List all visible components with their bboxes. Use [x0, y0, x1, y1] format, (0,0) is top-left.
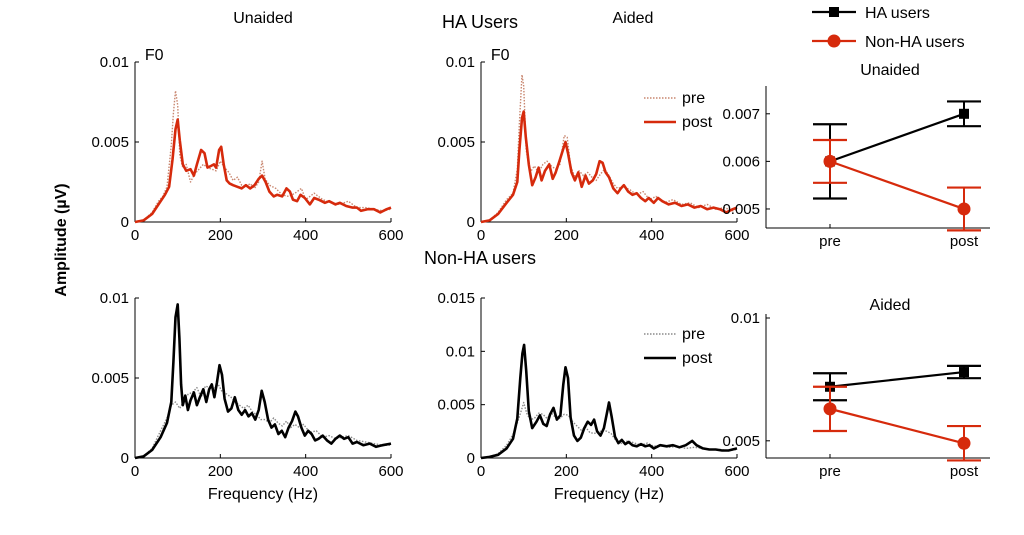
y-tick-label: 0: [467, 450, 475, 467]
group-title-non-ha: Non-HA users: [424, 248, 536, 268]
y-tick-label: 0.005: [437, 397, 475, 414]
x-tick-label: 600: [724, 227, 749, 244]
summary-legend: HA users Non-HA users: [812, 5, 965, 51]
series-line-pre: [480, 401, 738, 459]
x-tick-label: 600: [724, 463, 749, 480]
unaided-summary-panel: Unaided pre post 0.005 0.006 0.007: [722, 62, 990, 250]
data-point-Non-HA users: [823, 154, 837, 168]
bottom-unaided-panel: 0 200 400 600 0 0.005 0.01 Frequency (Hz): [91, 290, 403, 503]
series-line-pre: [134, 383, 391, 459]
series-line-HA users: [829, 112, 965, 163]
y-tick-label: 0.01: [100, 54, 129, 71]
data-point-Non-HA users: [957, 436, 971, 450]
x-tick-label: 0: [477, 227, 485, 244]
x-tick-label: 200: [208, 227, 233, 244]
y-tick-label: 0.005: [722, 433, 760, 450]
data-point-HA users: [959, 108, 969, 119]
legend-label: HA users: [865, 5, 930, 22]
data-point-Non-HA users: [957, 202, 971, 216]
series-line-pre: [480, 74, 738, 223]
x-tick-label: 400: [639, 227, 664, 244]
bottom-aided-panel: 0 200 400 600 0 0.005 0.01 0.015 Frequency (Hz) p…: [437, 290, 749, 503]
legend-marker-HA users: [829, 7, 839, 17]
y-tick-label: 0.007: [722, 106, 760, 123]
x-tick-label: 0: [131, 227, 139, 244]
f0-annotation: F0: [145, 47, 164, 64]
column-title-aided: Aided: [613, 10, 654, 27]
series-line-post: [480, 110, 738, 224]
y-tick-label: 0.01: [446, 54, 475, 71]
series-line-HA users: [829, 370, 965, 388]
y-tick-label: 0.015: [437, 290, 475, 307]
group-title-ha: HA Users: [442, 12, 518, 32]
series-line-pre: [134, 90, 392, 223]
series-line-post: [134, 118, 392, 224]
x-axis-label: Frequency (Hz): [208, 486, 318, 503]
y-tick-label: 0.005: [91, 370, 129, 387]
x-tick-label: post: [950, 463, 979, 480]
x-tick-label: 0: [131, 463, 139, 480]
legend-label-pre: pre: [682, 90, 705, 107]
x-tick-label: 400: [293, 463, 318, 480]
x-tick-label: 400: [639, 463, 664, 480]
series-line-Non-HA users: [829, 407, 965, 445]
y-tick-label: 0.01: [446, 343, 475, 360]
x-tick-label: 200: [208, 463, 233, 480]
summary-title: Unaided: [860, 62, 920, 79]
summary-title: Aided: [870, 297, 911, 314]
y-tick-label: 0.01: [100, 290, 129, 307]
top-unaided-panel: 0 200 400 600 0 0.005 0.01 F0: [91, 47, 403, 244]
data-point-HA users: [959, 367, 969, 378]
y-tick-label: 0.005: [91, 134, 129, 151]
x-tick-label: 600: [378, 463, 403, 480]
y-tick-label: 0: [467, 214, 475, 231]
top-aided-panel: 0 200 400 600 0 0.005 0.01 F0 pre post: [437, 47, 749, 244]
y-tick-label: 0.006: [722, 153, 760, 170]
x-tick-label: post: [950, 233, 979, 250]
data-point-Non-HA users: [823, 402, 837, 416]
legend-marker-Non-HA users: [827, 34, 841, 48]
y-axis-label: Amplitude (µV): [53, 183, 70, 296]
series-line-Non-HA users: [829, 160, 965, 211]
series-line-post: [134, 303, 392, 460]
legend-label-post: post: [682, 350, 713, 367]
x-tick-label: pre: [819, 233, 841, 250]
x-tick-label: pre: [819, 463, 841, 480]
f0-annotation: F0: [491, 47, 510, 64]
y-tick-label: 0: [121, 214, 129, 231]
x-tick-label: 0: [477, 463, 485, 480]
x-tick-label: 600: [378, 227, 403, 244]
y-tick-label: 0.005: [722, 201, 760, 218]
legend-label-post: post: [682, 114, 713, 131]
x-tick-label: 200: [554, 227, 579, 244]
x-tick-label: 200: [554, 463, 579, 480]
y-tick-label: 0.005: [437, 134, 475, 151]
x-axis-label: Frequency (Hz): [554, 486, 664, 503]
series-line-post: [480, 343, 738, 460]
y-tick-label: 0: [121, 450, 129, 467]
aided-summary-panel: Aided pre post 0.005 0.01: [722, 297, 990, 480]
legend-label: Non-HA users: [865, 34, 965, 51]
x-tick-label: 400: [293, 227, 318, 244]
column-title-unaided: Unaided: [233, 10, 293, 27]
y-tick-label: 0.01: [731, 310, 760, 327]
legend-label-pre: pre: [682, 326, 705, 343]
